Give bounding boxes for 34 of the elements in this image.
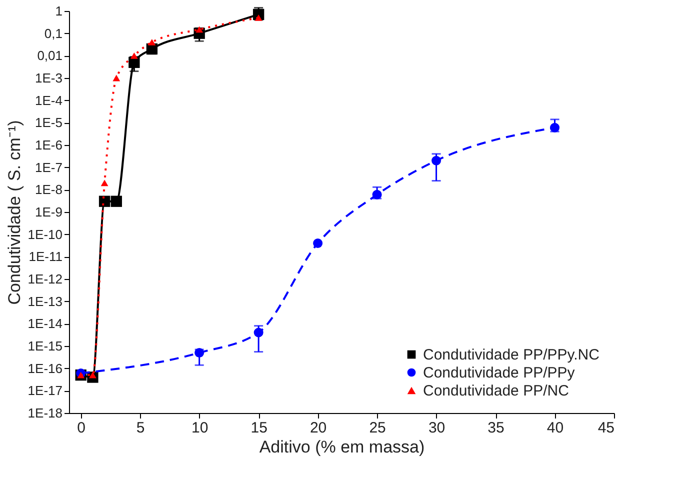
x-tick-label: 25 [369, 420, 386, 436]
legend-label: Condutividade PP/PPy.NC [423, 346, 600, 364]
x-tick-label: 10 [191, 420, 208, 436]
y-tick-label: 0,01 [37, 48, 62, 64]
y-tick-label: 1E-5 [35, 115, 62, 130]
x-tick-label: 40 [546, 420, 564, 436]
y-axis-title: Condutividade ( S. cm⁻¹) [4, 120, 24, 305]
x-tick-label: 30 [428, 420, 446, 436]
x-tick-label: 0 [77, 420, 86, 436]
x-axis-title: Aditivo (% em massa) [259, 438, 425, 456]
y-tick-label: 1E-16 [28, 360, 62, 376]
x-tick-label: 20 [310, 420, 327, 436]
y-tick-label: 1E-13 [28, 294, 62, 309]
y-tick-label: 1E-14 [28, 316, 62, 332]
y-tick-label: 1E-4 [35, 92, 62, 108]
legend-label: Condutividade PP/NC [423, 382, 570, 400]
y-tick-label: 1E-11 [28, 249, 62, 264]
x-tick-label: 35 [488, 420, 504, 436]
y-tick-label: 0,1 [44, 26, 62, 41]
y-tick-label: 1E-7 [35, 160, 62, 175]
y-tick-label: 1E-12 [28, 272, 62, 286]
x-tick-label: 15 [250, 420, 268, 436]
x-tick-label: 5 [136, 420, 145, 436]
y-tick-label: 1E-8 [35, 182, 62, 198]
y-tick-label: 1E-3 [35, 70, 62, 86]
y-tick-label: 1E-17 [28, 383, 62, 398]
y-tick-label: 1E-15 [28, 338, 62, 354]
y-tick-label: 1E-18 [28, 406, 62, 420]
x-tick-label: 45 [598, 420, 614, 436]
y-tick-label: 1E-9 [35, 204, 62, 220]
y-tick-label: 1E-6 [35, 138, 62, 152]
y-tick-label: 1E-10 [28, 226, 62, 242]
y-tick-label: 1 [55, 4, 62, 18]
legend-label: Condutividade PP/PPy [423, 364, 576, 382]
